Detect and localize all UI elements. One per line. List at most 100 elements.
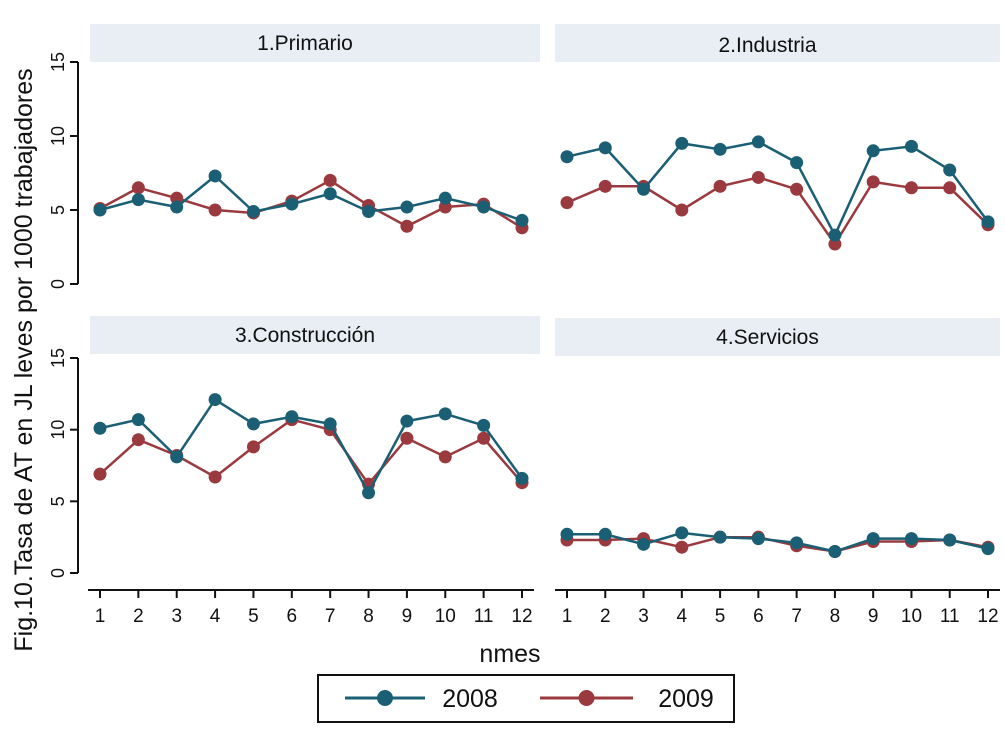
data-point-2009 [675, 540, 689, 554]
data-point-2009 [477, 431, 491, 445]
data-point-2008 [790, 536, 804, 550]
data-point-2008 [438, 407, 452, 421]
data-point-2008 [438, 191, 452, 205]
series-line-2008 [99, 174, 523, 222]
data-point-2008 [866, 532, 880, 546]
x-tick-label: 3 [638, 606, 649, 627]
y-tick-label: 5 [48, 205, 68, 215]
data-point-2009 [675, 203, 689, 217]
data-point-2008 [323, 187, 337, 201]
x-tick-label: 5 [715, 606, 726, 627]
data-point-2009 [560, 196, 574, 210]
data-point-2008 [560, 527, 574, 541]
data-point-2008 [170, 450, 184, 464]
data-point-2008 [362, 204, 376, 218]
series-line-2008 [566, 140, 990, 239]
x-tick-label: 7 [791, 606, 802, 627]
x-tick-label: 10 [435, 606, 456, 627]
panel-title: 3.Construcción [235, 324, 375, 347]
y-tick-label: 5 [48, 496, 68, 506]
data-point-2008 [170, 200, 184, 214]
x-tick-label: 4 [677, 606, 688, 627]
y-axis-title: Fig.10.Tasa de AT en JL leves por 1000 t… [10, 68, 38, 651]
legend-marker [578, 690, 595, 706]
panel-title: 2.Industria [718, 34, 816, 57]
data-point-2009 [904, 181, 918, 195]
data-point-2008 [904, 139, 918, 153]
data-point-2008 [285, 410, 299, 424]
data-point-2008 [904, 532, 918, 546]
panel-header [555, 24, 1000, 62]
panel-1: 1.Primario 0 5 10 15 [48, 24, 540, 289]
data-point-2008 [713, 142, 727, 156]
y-tick-label: 10 [48, 126, 68, 146]
x-tick-label: 7 [325, 606, 336, 627]
panel-header [90, 316, 540, 354]
data-point-2008 [790, 156, 804, 170]
x-tick-label: 12 [977, 606, 998, 627]
legend-label: 2009 [658, 685, 714, 713]
panel-title: 1.Primario [257, 32, 353, 55]
panel-title: 4.Servicios [716, 326, 819, 349]
data-point-2009 [751, 170, 765, 184]
data-point-2008 [637, 537, 651, 551]
data-point-2009 [713, 179, 727, 193]
data-point-2008 [943, 163, 957, 177]
data-point-2009 [866, 175, 880, 189]
data-point-2009 [208, 470, 222, 484]
data-point-2009 [828, 237, 842, 251]
data-point-2009 [438, 200, 452, 214]
data-point-2008 [93, 421, 107, 435]
data-point-2008 [131, 413, 145, 427]
series-line-2008 [99, 397, 524, 496]
x-tick-label: 12 [511, 606, 532, 627]
data-point-2009 [246, 440, 260, 454]
x-tick-label: 6 [753, 606, 764, 627]
data-point-2008 [323, 417, 337, 431]
x-tick-label: 10 [901, 606, 922, 627]
y-tick-label: 10 [48, 420, 68, 440]
data-point-2008 [515, 471, 529, 485]
x-tick-label: 1 [95, 606, 106, 627]
legend-marker [377, 690, 393, 706]
data-point-2008 [675, 526, 689, 540]
data-point-2008 [208, 169, 222, 183]
data-point-2009 [208, 203, 222, 217]
y-tick-label: 0 [48, 568, 68, 578]
x-tick-label: 8 [830, 606, 841, 627]
data-point-2008 [362, 486, 376, 500]
data-point-2008 [751, 135, 765, 149]
x-tick-label: 11 [940, 606, 960, 627]
data-point-2008 [246, 204, 260, 218]
data-point-2008 [751, 532, 765, 546]
x-tick-label: 4 [210, 606, 221, 627]
x-tick-label: 9 [402, 606, 413, 627]
data-point-2009 [323, 173, 337, 187]
x-tick-label: 8 [363, 606, 374, 627]
panel-header [90, 24, 540, 62]
legend: 2008 2009 [317, 674, 735, 723]
data-point-2008 [828, 228, 842, 242]
data-point-2008 [93, 203, 107, 217]
x-tick-label: 11 [474, 606, 494, 627]
data-point-2008 [246, 417, 260, 431]
data-point-2008 [713, 530, 727, 544]
data-point-2008 [477, 418, 491, 432]
x-tick-label: 9 [868, 606, 879, 627]
x-tick-label: 3 [171, 606, 182, 627]
data-point-2008 [400, 200, 414, 214]
data-point-2008 [637, 182, 651, 196]
y-tick-label: 15 [48, 348, 68, 368]
data-point-2009 [400, 431, 414, 445]
data-point-2009 [131, 433, 145, 447]
data-point-2009 [131, 181, 145, 195]
data-point-2008 [477, 200, 491, 214]
series-line-2009 [99, 418, 523, 487]
data-point-2008 [515, 213, 529, 227]
data-point-2008 [943, 533, 957, 547]
data-point-2008 [560, 150, 574, 164]
x-tick-label: 6 [287, 606, 298, 627]
x-axis-title: nmes [479, 640, 540, 668]
